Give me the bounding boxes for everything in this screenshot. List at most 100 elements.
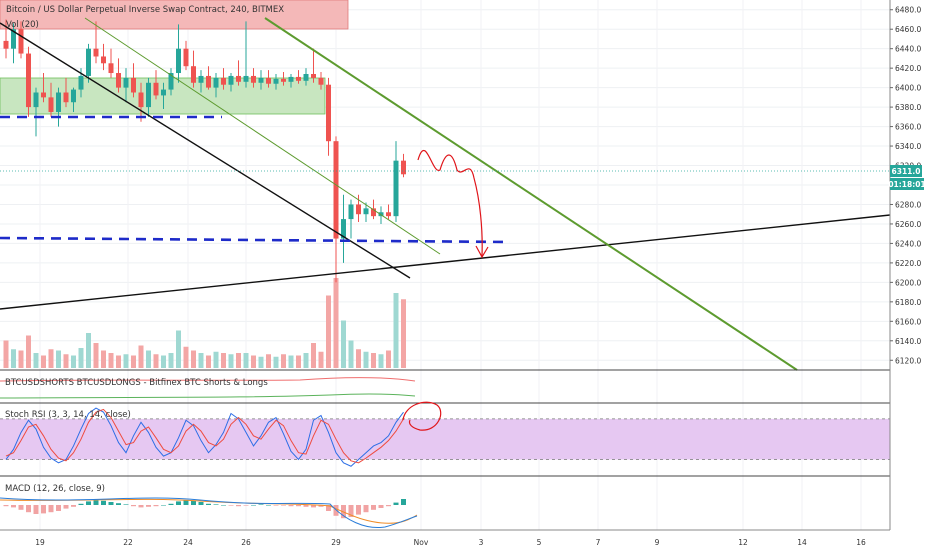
candle-body xyxy=(93,48,99,57)
macd-histogram-bar xyxy=(206,503,211,505)
macd-histogram-bar xyxy=(56,505,61,511)
macd-histogram-bar xyxy=(78,503,84,505)
candle-body xyxy=(191,66,196,83)
volume-bar xyxy=(198,353,204,368)
macd-histogram-bar xyxy=(18,505,24,510)
volume-bar xyxy=(386,350,391,368)
candle-body xyxy=(348,204,354,220)
macd-histogram-bar xyxy=(86,501,91,505)
candle-body xyxy=(213,77,219,88)
volume-bar xyxy=(326,295,331,368)
volume-bar xyxy=(176,330,181,368)
volume-bar xyxy=(101,350,106,368)
volume-bar xyxy=(78,348,84,368)
macd-histogram-bar xyxy=(378,505,384,508)
candle-body xyxy=(78,75,84,90)
macd-histogram-bar xyxy=(138,505,144,508)
stoch-band xyxy=(0,418,890,460)
macd-histogram-bar xyxy=(221,505,226,506)
volume-bar xyxy=(393,293,399,368)
time-tick-label: 22 xyxy=(123,538,133,547)
macd-histogram-bar xyxy=(356,505,361,515)
volume-bar xyxy=(356,349,361,368)
time-tick-label: 29 xyxy=(331,538,341,547)
macd-histogram-bar xyxy=(168,503,174,505)
macd-histogram-bar xyxy=(63,505,69,509)
volume-bar xyxy=(146,350,151,368)
macd-histogram-bar xyxy=(153,505,159,507)
price-tick-label: 6340.0 xyxy=(895,142,921,151)
volume-bar xyxy=(93,343,99,368)
macd-histogram-bar xyxy=(311,505,316,508)
volume-bar xyxy=(26,335,31,368)
candle-body xyxy=(228,75,234,85)
candle-body xyxy=(258,77,264,83)
volume-bar xyxy=(18,350,24,368)
stoch-d-line xyxy=(5,408,404,464)
candle-body xyxy=(303,74,309,81)
macd-histogram-bar xyxy=(161,505,166,506)
macd-histogram-bar xyxy=(288,505,294,507)
macd-histogram-bar xyxy=(386,505,391,507)
candle-body xyxy=(341,219,346,239)
time-tick-label: 12 xyxy=(738,538,748,547)
time-tick-label: 7 xyxy=(596,538,601,547)
candle-body xyxy=(333,141,339,239)
volume-bar xyxy=(213,351,219,368)
candle-body xyxy=(71,89,76,103)
ascending-black-trendline xyxy=(0,214,891,310)
volume-bar xyxy=(303,353,309,368)
last-price-tag xyxy=(890,165,922,177)
macd-signal-line xyxy=(0,498,418,524)
stoch-circle-annotation xyxy=(402,401,442,431)
macd-histogram-bar xyxy=(198,502,204,505)
time-tick-label: 19 xyxy=(35,538,45,547)
volume-bar xyxy=(116,355,121,368)
candle-body xyxy=(26,53,31,108)
macd-histogram-bar xyxy=(183,500,189,505)
macd-histogram-bar xyxy=(363,505,369,513)
candle-body xyxy=(393,160,399,217)
price-axis[interactable]: 6480.0 6460.0 6440.0 6420.0 6400.0 6380.0 6360… xyxy=(889,0,932,550)
macd-histogram-bar xyxy=(131,505,136,507)
volume-bar xyxy=(281,354,286,368)
macd-histogram-bar xyxy=(228,505,234,506)
macd-histogram-bar xyxy=(348,505,354,517)
volume-bar xyxy=(153,354,159,368)
price-tick-label: 6420.0 xyxy=(895,64,921,73)
macd-histogram-bar xyxy=(33,505,39,514)
volume-label: Vol (20) xyxy=(6,20,39,30)
countdown-tag xyxy=(890,178,924,190)
macd-histogram-bar xyxy=(318,505,324,507)
candle-body xyxy=(311,74,316,78)
price-axis-bg xyxy=(890,0,932,550)
candle-body xyxy=(251,75,256,83)
macd-histogram-bar xyxy=(236,505,241,507)
macd-histogram-bar xyxy=(176,501,181,505)
candle-body xyxy=(266,77,271,84)
macd-line xyxy=(0,497,418,529)
macd-histogram-bar xyxy=(393,502,399,505)
candle-body xyxy=(48,97,54,112)
price-tick-label: 6400.0 xyxy=(895,84,921,93)
volume-bar xyxy=(71,355,76,368)
candlesticks xyxy=(3,19,406,283)
candle-body xyxy=(386,212,391,217)
macd-histogram-bar xyxy=(258,504,264,505)
lower-blue-level xyxy=(0,236,511,244)
time-tick-label: 3 xyxy=(479,538,484,547)
volume-bar xyxy=(401,299,406,368)
resistance-zone xyxy=(0,0,349,30)
time-tick-label: 24 xyxy=(183,538,193,547)
volume-bar xyxy=(33,353,39,368)
time-axis[interactable]: 19 22 24 26 29 Nov 3 5 7 9 12 14 16 xyxy=(0,529,890,547)
inner-green-downtrend xyxy=(84,17,441,255)
price-tick-label: 6120.0 xyxy=(895,356,921,365)
price-tick-label: 6440.0 xyxy=(895,45,921,54)
candle-body xyxy=(161,89,166,96)
projection-path xyxy=(417,150,483,257)
volume-bar xyxy=(363,351,369,368)
macd-histogram-bar xyxy=(401,499,406,505)
